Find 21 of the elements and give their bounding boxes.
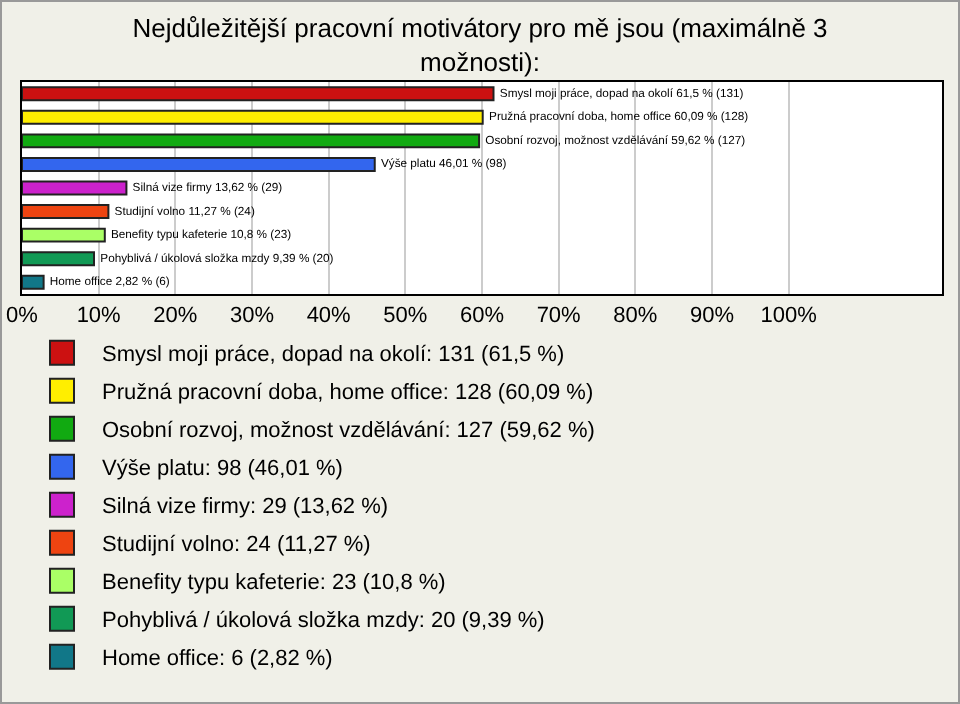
legend-label: Studijní volno: 24 (11,27 %) — [102, 533, 371, 558]
chart-title: Nejdůležitější pracovní motivátory pro mě jsou (maximálně 3 možnosti): — [132, 13, 828, 77]
legend-label: Výše platu: 98 (46,01 %) — [102, 457, 343, 482]
x-tick-label: 50% — [383, 304, 428, 329]
legend-label: Silná vize firmy: 29 (13,62 %) — [102, 495, 389, 520]
legend-label: Benefity typu kafeterie: 23 (10,8 %) — [102, 571, 446, 596]
x-tick-label: 40% — [306, 304, 352, 329]
x-tick-label: 10% — [76, 304, 122, 329]
legend-label: Osobní rozvoj, možnost vzdělávání: 127 (59,62 %) — [102, 419, 595, 444]
x-tick-label: 90% — [689, 304, 735, 329]
x-tick-label: 100% — [760, 304, 818, 329]
legend-label: Home office: 6 (2,82 %) — [102, 647, 333, 672]
x-tick-label: 0% — [6, 304, 39, 329]
x-tick-label: 30% — [229, 304, 275, 329]
x-tick-label: 20% — [153, 304, 198, 329]
legend-label: Pružná pracovní doba, home office: 128 (60,09 %) — [102, 381, 594, 406]
x-tick-label: 60% — [459, 304, 505, 329]
legend-label: Smysl moji práce, dopad na okolí: 131 (61,5 %) — [102, 343, 565, 368]
legend-label: Pohyblivá / úkolová složka mzdy: 20 (9,39 %) — [102, 609, 545, 634]
x-tick-label: 70% — [536, 304, 582, 329]
x-tick-label: 80% — [613, 304, 658, 329]
